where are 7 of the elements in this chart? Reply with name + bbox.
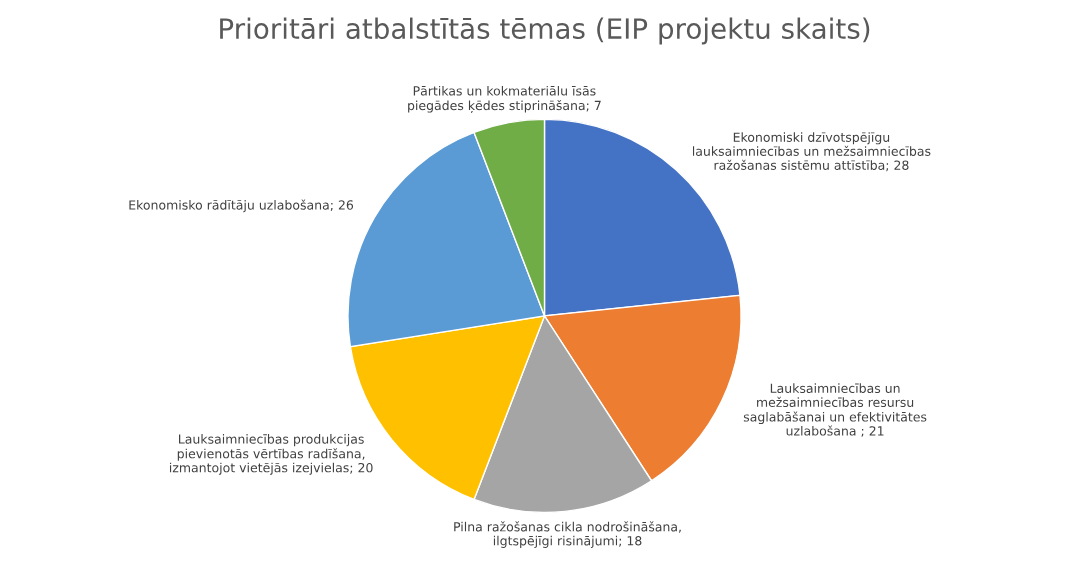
chart-title: Prioritāri atbalstītās tēmas (EIP projektu skaits) — [220, 17, 870, 45]
slice-label: Lauksaimniecības produkcijas pievienotās vērtības radīšana, izmantojot vietējās izejvielas; 20 — [169, 434, 373, 475]
slice-label: Ekonomisko rādītāju uzlabošana; 26 — [129, 199, 354, 213]
slice-label: Lauksaimniecības un mežsaimniecības resursu saglabāšanai un efektivitātes uzlabošana ; 21 — [743, 383, 927, 437]
slice-label: Pārtikas un kokmateriālu īsās piegādes ķēdes stiprināšana; 7 — [408, 85, 601, 113]
slice-label: Pilna ražošanas cikla nodrošināšana, ilgtspējīgi risinājumi; 18 — [454, 521, 681, 548]
slice-label: Ekonomiski dzīvotspējīgu lauksaimniecības un mežsaimniecības ražošanas sistēmu attīstība; 28 — [692, 132, 931, 172]
